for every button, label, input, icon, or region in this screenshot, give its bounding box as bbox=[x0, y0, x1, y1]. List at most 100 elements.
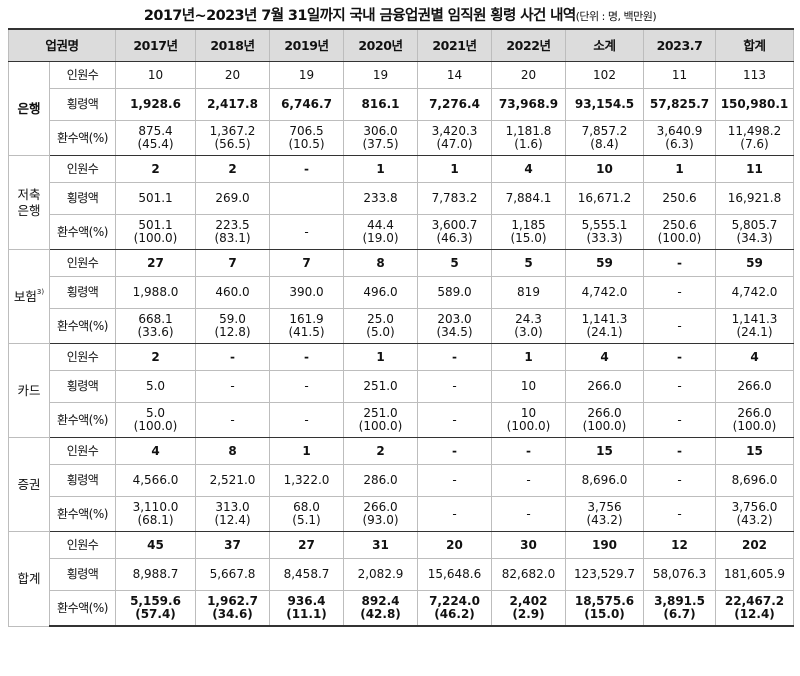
data-cell: 496.0 bbox=[343, 276, 418, 309]
recovered-amount: 3,420.3 bbox=[431, 124, 478, 138]
data-cell: - bbox=[643, 249, 716, 277]
data-cell: 5,159.6 (57.4) bbox=[115, 590, 196, 627]
recovered-amount: 5,159.6 bbox=[130, 594, 181, 608]
data-cell: 57,825.7 bbox=[643, 88, 716, 121]
table-row: 횡령액 5.0- -251.0-10 266.0-266.0 bbox=[9, 370, 794, 403]
embezzlement-table: 업권명 2017년 2018년 2019년 2020년 2021년 2022년 … bbox=[8, 28, 794, 627]
data-cell: - bbox=[417, 370, 492, 403]
data-cell: 286.0 bbox=[343, 464, 418, 497]
recovered-percent: (100.0) bbox=[732, 419, 777, 433]
header-cell: 합계 bbox=[715, 28, 794, 62]
data-cell: 1,185 (15.0) bbox=[491, 214, 566, 250]
data-cell: 306.0 (37.5) bbox=[343, 120, 418, 156]
recovered-amount: 1,181.8 bbox=[505, 124, 552, 138]
table-row: 보험3) 인원수 27 7 7 8 5 5 59-59 bbox=[8, 249, 794, 344]
recovered-percent: (10.5) bbox=[288, 137, 325, 151]
metric-label: 횡령액 bbox=[49, 558, 116, 591]
data-cell: - bbox=[269, 343, 344, 371]
data-cell: 892.4 (42.8) bbox=[343, 590, 418, 627]
recovered-amount: - bbox=[677, 506, 682, 521]
recovered-percent: (56.5) bbox=[214, 137, 251, 151]
recovered-amount: 22,467.2 bbox=[724, 594, 785, 608]
data-cell: - bbox=[643, 437, 716, 465]
data-cell: 460.0 bbox=[195, 276, 270, 309]
recovered-amount: - bbox=[526, 506, 531, 521]
data-cell: 25.0 (5.0) bbox=[343, 308, 418, 344]
recovered-amount: 203.0 bbox=[437, 312, 472, 326]
data-cell: 203.0 (34.5) bbox=[417, 308, 492, 344]
data-cell: 2,417.8 bbox=[195, 88, 270, 121]
recovered-percent: (83.1) bbox=[214, 231, 251, 245]
data-cell: 390.0 bbox=[269, 276, 344, 309]
data-cell: 16,921.8 bbox=[715, 182, 794, 215]
recovered-percent: (34.6) bbox=[212, 607, 253, 621]
recovered-percent: (93.0) bbox=[362, 513, 399, 527]
data-cell: 1,181.8 (1.6) bbox=[491, 120, 566, 156]
recovered-amount: 3,600.7 bbox=[431, 218, 478, 232]
recovered-percent: (57.4) bbox=[135, 607, 176, 621]
data-cell: 266.0 bbox=[715, 370, 794, 403]
data-cell: 44.4 (19.0) bbox=[343, 214, 418, 250]
data-cell: 819 bbox=[491, 276, 566, 309]
group-name: 저축 은행 bbox=[8, 155, 50, 250]
data-cell: 3,420.3 (47.0) bbox=[417, 120, 492, 156]
data-cell: 1 bbox=[417, 155, 492, 183]
table-body: 은행 인원수 10 20 19 19 14 20 102 11 113 횡령액 1,928.6 2,417… bbox=[8, 61, 794, 627]
data-cell: - bbox=[643, 276, 716, 309]
data-cell: 5 bbox=[491, 249, 566, 277]
header-cell: 소계 bbox=[565, 28, 644, 62]
data-cell: 2,402 (2.9) bbox=[491, 590, 566, 627]
data-cell: 14 bbox=[417, 61, 492, 89]
recovered-percent: (19.0) bbox=[362, 231, 399, 245]
metric-label: 환수액(%) bbox=[49, 496, 116, 532]
header-cell: 2018년 bbox=[195, 28, 270, 62]
data-cell: 4,742.0 bbox=[715, 276, 794, 309]
metric-label: 환수액(%) bbox=[49, 402, 116, 438]
title-text: 2017년~2023년 7월 31일까지 국내 금융업권별 임직원 횡령 사건 … bbox=[143, 8, 576, 24]
data-cell: 27 bbox=[115, 249, 196, 277]
data-cell: - bbox=[417, 402, 492, 438]
data-cell: 1 bbox=[491, 343, 566, 371]
recovered-amount: 5,555.1 bbox=[581, 218, 628, 232]
recovered-amount: 7,857.2 bbox=[581, 124, 628, 138]
recovered-amount: 3,891.5 bbox=[654, 594, 705, 608]
recovered-amount: 7,224.0 bbox=[429, 594, 480, 608]
recovered-percent: (7.6) bbox=[740, 137, 769, 151]
recovered-percent: (5.1) bbox=[292, 513, 321, 527]
metric-label: 인원수 bbox=[49, 61, 116, 89]
recovered-percent: (3.0) bbox=[514, 325, 543, 339]
metric-label: 횡령액 bbox=[49, 88, 116, 121]
table-title: 2017년~2023년 7월 31일까지 국내 금융업권별 임직원 횡령 사건 … bbox=[0, 4, 800, 25]
data-cell: 11 bbox=[643, 61, 716, 89]
data-cell: 5.0 (100.0) bbox=[115, 402, 196, 438]
table-row: 환수액(%) 3,110.0 (68.1) 313.0 (12.4) 68.0 (5.1) 2… bbox=[9, 496, 794, 532]
data-cell: 12 bbox=[643, 531, 716, 559]
data-cell: 1,141.3 (24.1) bbox=[565, 308, 644, 344]
table-row: 은행 인원수 10 20 19 19 14 20 102 11 113 bbox=[8, 61, 794, 156]
table-row: 횡령액 8,988.7 5,667.8 8,458.7 2,082.9 15,648.6 8… bbox=[9, 558, 794, 591]
recovered-percent: (47.0) bbox=[436, 137, 473, 151]
data-cell: 706.5 (10.5) bbox=[269, 120, 344, 156]
recovered-percent: (12.4) bbox=[214, 513, 251, 527]
recovered-amount: 161.9 bbox=[289, 312, 324, 326]
recovered-percent: (2.9) bbox=[512, 607, 545, 621]
recovered-amount: 18,575.6 bbox=[574, 594, 635, 608]
data-cell: 3,640.9 (6.3) bbox=[643, 120, 716, 156]
recovered-percent: (100.0) bbox=[506, 419, 551, 433]
recovered-percent: (24.1) bbox=[586, 325, 623, 339]
data-cell: 113 bbox=[715, 61, 794, 89]
data-cell: 589.0 bbox=[417, 276, 492, 309]
table-row: 환수액(%) 668.1 (33.6) 59.0 (12.8) 161.9 (41.5) 25… bbox=[9, 308, 794, 344]
data-cell: - bbox=[195, 343, 270, 371]
recovered-amount: 223.5 bbox=[215, 218, 250, 232]
recovered-amount: 25.0 bbox=[367, 312, 394, 326]
recovered-amount: 3,756 bbox=[587, 500, 622, 514]
data-cell: 190 bbox=[565, 531, 644, 559]
data-cell: 875.4 (45.4) bbox=[115, 120, 196, 156]
data-cell: 16,671.2 bbox=[565, 182, 644, 215]
group-name-line: 보험 bbox=[13, 288, 37, 304]
recovered-amount: 5.0 bbox=[145, 406, 166, 420]
header-cell: 2022년 bbox=[491, 28, 566, 62]
data-cell: 4,566.0 bbox=[115, 464, 196, 497]
data-cell: 3,756 (43.2) bbox=[565, 496, 644, 532]
